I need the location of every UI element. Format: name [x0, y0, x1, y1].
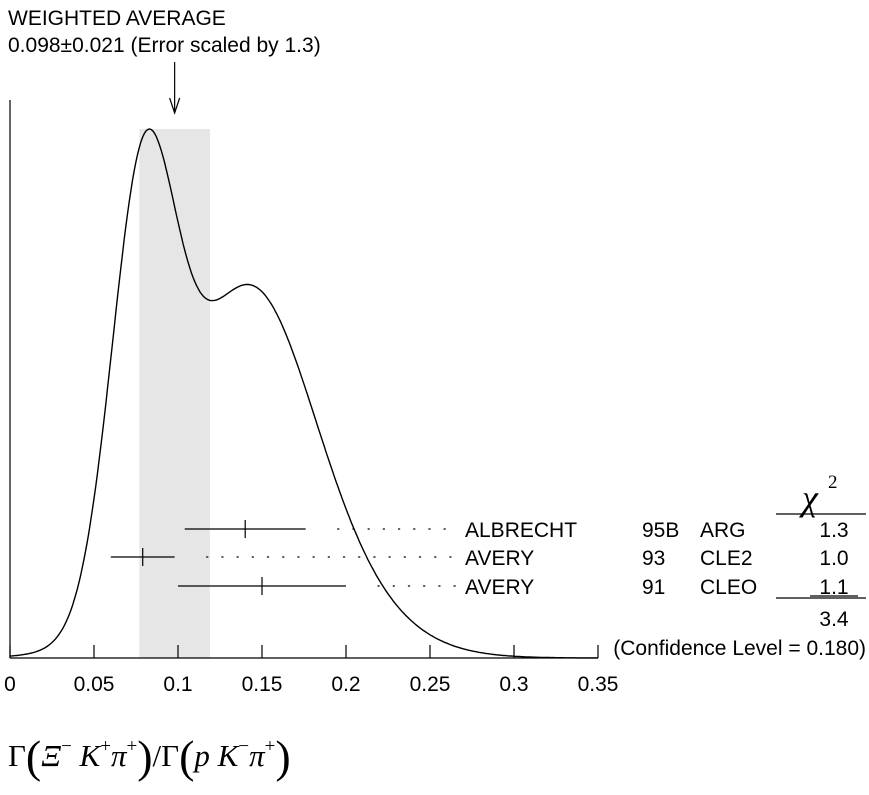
weighted-average-band [139, 129, 210, 658]
x-label-kaon-plus-charge: + [100, 736, 111, 757]
x-tick-label: 0.15 [242, 673, 283, 696]
x-label-pion-plus-2-charge: + [264, 736, 276, 757]
x-label-pion-plus-2: π [249, 738, 265, 773]
x-axis-ticks: 0 0.05 0.1 0.15 0.2 0.25 0.3 0.35 [4, 645, 618, 696]
measurement-experiment: ARG [700, 519, 746, 542]
weighted-average-value: 0.098±0.021 (Error scaled by 1.3) [8, 34, 321, 57]
ideogram-curve [9, 128, 598, 659]
x-tick-label: 0.1 [163, 673, 192, 696]
x-label-kaon-minus: K [217, 738, 239, 773]
measurements: ALBRECHT 95B ARG 1.3 AVERY 93 CLE2 1.0 AVERY 91 CL… [110, 519, 858, 599]
x-tick-label: 0 [4, 673, 16, 696]
x-tick-label: 0.2 [331, 673, 360, 696]
x-tick-label: 0.25 [410, 673, 451, 696]
x-label-pion-plus: π [110, 738, 127, 773]
x-tick-label: 0.3 [499, 673, 528, 696]
x-label-kaon-minus-charge: − [238, 736, 250, 757]
x-label-xi: Ξ [41, 738, 62, 773]
measurement-author: AVERY [465, 576, 534, 599]
x-axis-label: Γ(Ξ− K+π+)/Γ(p K−π+) [8, 731, 291, 782]
measurement-chi2: 1.1 [819, 576, 848, 599]
measurement-chi2: 1.0 [819, 547, 848, 570]
measurement-experiment: CLEO [700, 576, 757, 599]
chi2-total: 3.4 [819, 608, 849, 631]
average-arrow [169, 62, 181, 115]
measurement-chi2: 1.3 [819, 519, 848, 542]
confidence-level: (Confidence Level = 0.180) [613, 637, 866, 660]
x-label-gamma-numerator: Γ [8, 738, 26, 773]
x-label-xi-charge: − [61, 736, 72, 757]
measurement-experiment: CLE2 [700, 547, 753, 570]
measurement-author: ALBRECHT [465, 519, 577, 542]
measurement-year: 95B [642, 519, 679, 542]
arrow-head [169, 97, 181, 115]
measurement-year: 91 [642, 576, 665, 599]
x-label-pion-plus-charge: + [126, 736, 138, 757]
chi2-header: χ [799, 478, 819, 518]
measurement-year: 93 [642, 547, 665, 570]
x-label-proton: p [194, 738, 210, 773]
chi2-header-superscript: 2 [828, 472, 838, 493]
weighted-average-title: WEIGHTED AVERAGE [8, 7, 226, 30]
x-label-gamma-denominator: /Γ [152, 738, 180, 773]
x-tick-label: 0.05 [74, 673, 115, 696]
measurement-author: AVERY [465, 547, 534, 570]
x-label-kaon-plus: K [79, 738, 101, 773]
x-tick-label: 0.35 [578, 673, 619, 696]
